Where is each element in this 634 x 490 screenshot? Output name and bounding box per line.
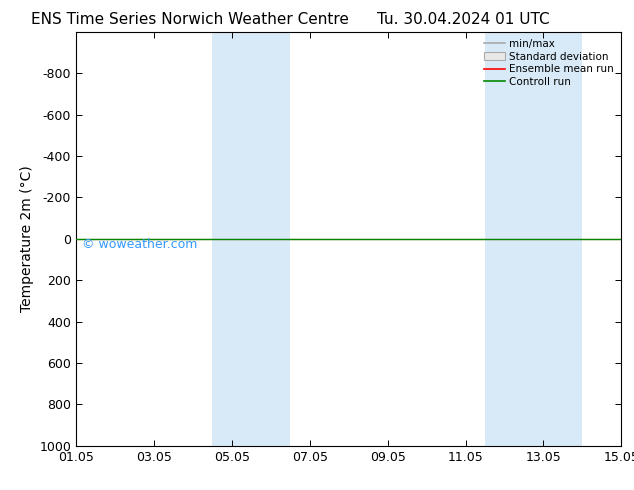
Text: © woweather.com: © woweather.com — [82, 238, 197, 250]
Text: ENS Time Series Norwich Weather Centre: ENS Time Series Norwich Weather Centre — [31, 12, 349, 27]
Text: Tu. 30.04.2024 01 UTC: Tu. 30.04.2024 01 UTC — [377, 12, 549, 27]
Y-axis label: Temperature 2m (°C): Temperature 2m (°C) — [20, 166, 34, 312]
Bar — [212, 32, 290, 446]
Bar — [485, 32, 583, 446]
Legend: min/max, Standard deviation, Ensemble mean run, Controll run: min/max, Standard deviation, Ensemble me… — [482, 37, 616, 89]
